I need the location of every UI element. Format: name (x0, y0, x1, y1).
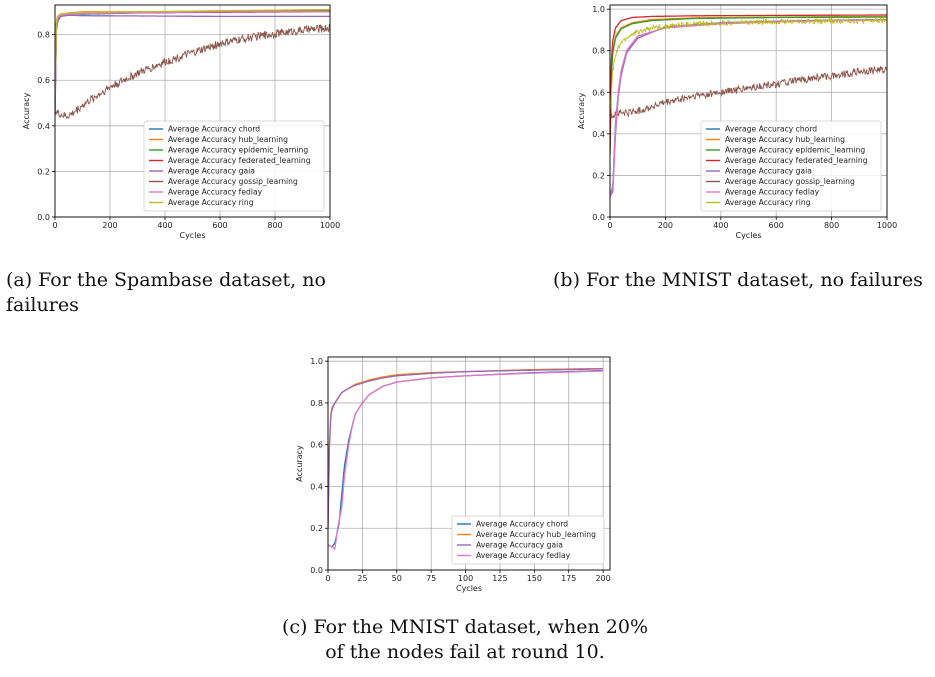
x-tick-label: 200 (102, 221, 117, 230)
plot-frame (609, 4, 888, 218)
x-tick-label: 800 (267, 221, 282, 230)
series-line-gaia (328, 368, 604, 529)
legend-label-epidemic_learning: Average Accuracy epidemic_learning (168, 146, 308, 155)
series-line-epidemic_learning (610, 16, 887, 155)
legend-label-fedlay: Average Accuracy fedlay (725, 188, 820, 197)
legend-label-ring: Average Accuracy ring (168, 198, 254, 207)
legend-label-federated_learning: Average Accuracy federated_learning (168, 156, 311, 165)
legend-label-gaia: Average Accuracy gaia (476, 541, 563, 550)
plot-frame (54, 4, 331, 218)
x-tick-label: 400 (157, 221, 172, 230)
x-tick-label: 0 (325, 574, 330, 583)
x-tick-label: 200 (595, 574, 610, 583)
y-tick-label: 0.0 (592, 213, 605, 222)
legend-label-fedlay: Average Accuracy fedlay (168, 188, 263, 197)
caption-b-text: For the MNIST dataset, no failures (586, 269, 923, 291)
legend-label-epidemic_learning: Average Accuracy epidemic_learning (725, 146, 865, 155)
x-tick-label: 125 (492, 574, 507, 583)
series-line-gaia (55, 14, 330, 110)
y-tick-label: 0.0 (37, 213, 50, 222)
series-line-gossip_learning (55, 23, 330, 120)
y-axis-label: Accuracy (22, 92, 31, 129)
y-tick-label: 0.8 (592, 47, 605, 56)
legend-label-chord: Average Accuracy chord (476, 520, 568, 529)
plot-frame (327, 356, 611, 571)
y-tick-label: 1.0 (592, 5, 605, 14)
x-axis-label: Cycles (179, 231, 205, 240)
caption-b: (b) For the MNIST dataset, no failures (553, 268, 935, 293)
series-line-fedlay (328, 370, 604, 551)
chart-c: 0 25 50 75 100 125 150 175 200 0.0 0.2 0.4 0.6 0.8 1.0… (295, 356, 611, 593)
legend-label-gaia: Average Accuracy gaia (725, 167, 812, 176)
series-line-ring (55, 8, 330, 92)
chart-b: 0 200 400 600 800 1000 0.0 0.2 0.4 0.6 0.8 1.0 Cycle… (577, 4, 897, 240)
y-tick-label: 0.2 (592, 171, 605, 180)
caption-a-text: For the Spambase dataset, no failures (6, 269, 326, 316)
x-tick-label: 1000 (320, 221, 340, 230)
chart-a: 0 200 400 600 800 1000 0.0 0.2 0.4 0.6 0.8 Cycles Ac… (22, 4, 340, 240)
legend-label-hub_learning: Average Accuracy hub_learning (725, 135, 845, 144)
legend-box (700, 120, 882, 212)
x-tick-label: 100 (458, 574, 473, 583)
y-axis-label: Accuracy (577, 92, 586, 129)
x-axis-label: Cycles (735, 231, 761, 240)
caption-c-label: (c) (281, 616, 308, 638)
x-tick-label: 0 (52, 221, 57, 230)
series-line-epidemic_learning (55, 10, 330, 108)
series-line-ring (610, 17, 887, 112)
caption-a: (a) For the Spambase dataset, no failures (6, 268, 391, 318)
y-tick-label: 0.6 (592, 88, 605, 97)
y-tick-label: 0.6 (37, 76, 50, 85)
x-tick-label: 75 (426, 574, 436, 583)
caption-b-label: (b) (553, 269, 580, 291)
x-tick-label: 50 (392, 574, 402, 583)
y-tick-label: 0.8 (310, 399, 323, 408)
series-line-hub_learning (55, 10, 330, 103)
legend-label-fedlay: Average Accuracy fedlay (476, 551, 571, 560)
series-line-chord (55, 10, 330, 115)
chart-panel-b: 0 200 400 600 800 1000 0.0 0.2 0.4 0.6 0.8 1.0 Cycle… (560, 0, 900, 250)
chart-panel-c: 0 25 50 75 100 125 150 175 200 0.0 0.2 0.4 0.6 0.8 1.0… (290, 350, 630, 605)
x-tick-label: 800 (824, 221, 839, 230)
legend-box (451, 515, 605, 565)
y-tick-label: 1.0 (310, 357, 323, 366)
y-tick-label: 0.8 (37, 31, 50, 40)
y-tick-label: 0.4 (310, 482, 323, 491)
y-tick-label: 0.6 (310, 441, 323, 450)
legend-box (143, 120, 325, 212)
caption-a-label: (a) (6, 269, 33, 291)
x-tick-label: 600 (769, 221, 784, 230)
legend-label-ring: Average Accuracy ring (725, 198, 811, 207)
series-line-federated_learning (610, 14, 887, 145)
x-tick-label: 200 (658, 221, 673, 230)
x-tick-label: 175 (561, 574, 576, 583)
legend-label-chord: Average Accuracy chord (168, 125, 260, 134)
legend-label-chord: Average Accuracy chord (725, 125, 817, 134)
caption-c-text: For the MNIST dataset, when 20% of the n… (313, 616, 649, 663)
chart-panel-a: 0 200 400 600 800 1000 0.0 0.2 0.4 0.6 0.8 Cycles Ac… (0, 0, 345, 250)
x-tick-label: 600 (212, 221, 227, 230)
legend-label-hub_learning: Average Accuracy hub_learning (476, 530, 596, 539)
legend-label-gossip_learning: Average Accuracy gossip_learning (168, 177, 298, 186)
x-axis-label: Cycles (456, 584, 482, 593)
x-tick-label: 1000 (877, 221, 897, 230)
y-axis-label: Accuracy (295, 445, 304, 482)
x-tick-label: 400 (713, 221, 728, 230)
y-tick-label: 0.0 (310, 566, 323, 575)
legend-label-hub_learning: Average Accuracy hub_learning (168, 135, 288, 144)
y-tick-label: 0.4 (592, 130, 605, 139)
legend-label-federated_learning: Average Accuracy federated_learning (725, 156, 868, 165)
y-tick-label: 0.2 (37, 167, 50, 176)
x-tick-label: 0 (607, 221, 612, 230)
series-line-fedlay (55, 11, 330, 113)
y-tick-label: 0.2 (310, 524, 323, 533)
y-tick-label: 0.4 (37, 122, 50, 131)
legend-label-gaia: Average Accuracy gaia (168, 167, 255, 176)
caption-c: (c) For the MNIST dataset, when 20% of th… (270, 615, 660, 665)
x-tick-label: 25 (357, 574, 367, 583)
legend-label-gossip_learning: Average Accuracy gossip_learning (725, 177, 855, 186)
x-tick-label: 150 (527, 574, 542, 583)
series-line-gossip_learning (610, 65, 887, 119)
